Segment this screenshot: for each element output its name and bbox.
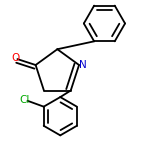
Text: Cl: Cl: [19, 95, 29, 105]
Text: N: N: [79, 60, 87, 70]
Text: O: O: [12, 53, 20, 63]
